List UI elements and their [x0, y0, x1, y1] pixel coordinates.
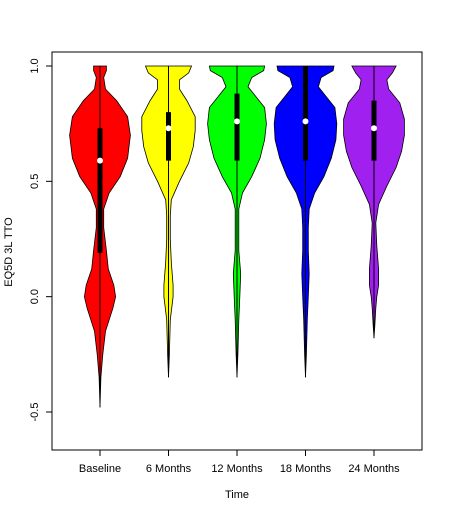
violin-layer: [69, 65, 405, 408]
x-tick-label: 6 Months: [146, 463, 192, 475]
y-tick-label: -0.5: [29, 403, 41, 422]
x-axis: Baseline 6 Months 12 Months 18 Months 24 Mon…: [79, 450, 400, 475]
x-axis-title: Time: [225, 489, 249, 501]
y-tick-label: 0.0: [29, 289, 41, 304]
violin-baseline: [69, 65, 131, 408]
violin-median-point: [371, 125, 377, 132]
violin-18-months: [273, 65, 338, 378]
x-tick-label: 12 Months: [211, 463, 263, 475]
violin-median-point: [302, 118, 309, 125]
violin-median-point: [234, 118, 240, 125]
x-tick-label: 18 Months: [280, 463, 332, 475]
y-axis: -0.5 0.0 0.5 1.0: [29, 58, 52, 421]
y-tick-label: 1.0: [29, 58, 41, 73]
violin-median-point: [165, 125, 172, 132]
violin-24-months: [343, 65, 405, 339]
x-tick-label: Baseline: [79, 463, 121, 475]
violin-6-months: [141, 65, 196, 378]
y-tick-label: 0.5: [29, 174, 41, 189]
violin-12-months: [207, 65, 267, 378]
y-axis-title: EQ5D 3L TTO: [3, 217, 15, 287]
x-tick-label: 24 Months: [348, 463, 400, 475]
violin-median-point: [97, 157, 103, 164]
